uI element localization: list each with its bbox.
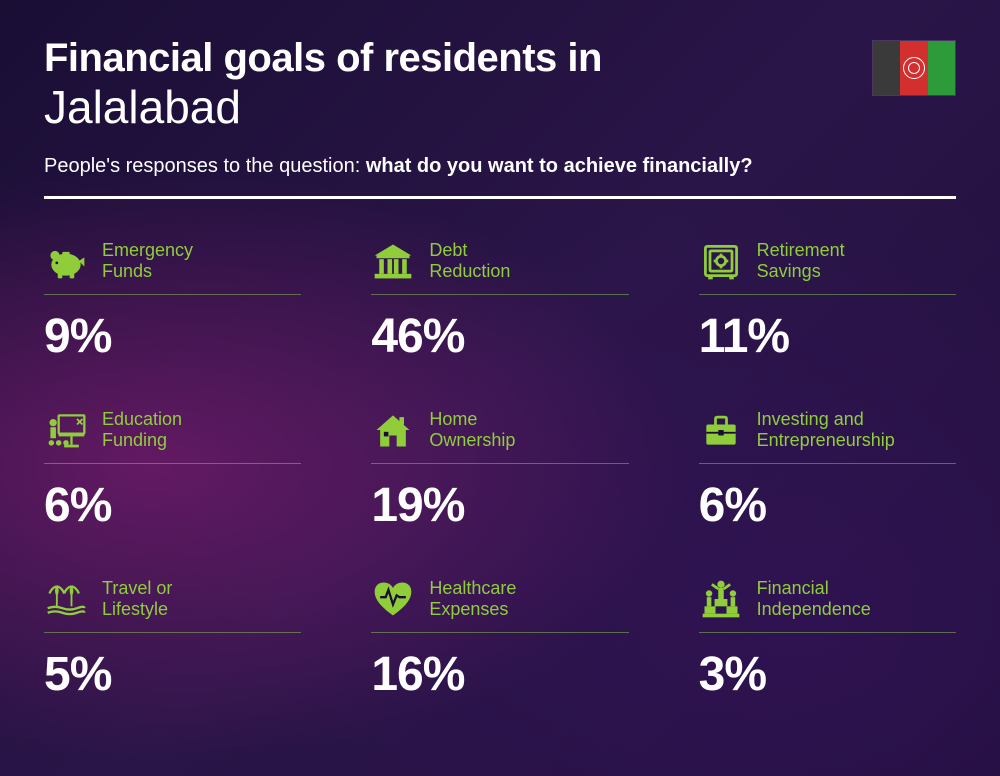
education-icon	[44, 408, 88, 452]
card-percent: 6%	[44, 478, 301, 533]
card-debt-reduction: DebtReduction 46%	[371, 239, 628, 364]
card-label: DebtReduction	[429, 240, 510, 283]
card-label: EducationFunding	[102, 409, 182, 452]
card-percent: 19%	[371, 478, 628, 533]
card-label: HealthcareExpenses	[429, 578, 516, 621]
card-label: Travel orLifestyle	[102, 578, 172, 621]
card-percent: 5%	[44, 647, 301, 702]
subtitle: People's responses to the question: what…	[44, 155, 872, 178]
card-top: Travel orLifestyle	[44, 577, 301, 633]
home-icon	[371, 408, 415, 452]
goals-grid: EmergencyFunds 9% DebtReduction 46% Reti…	[44, 239, 956, 702]
header: Financial goals of residents in Jalalaba…	[44, 36, 956, 178]
flag-emblem-icon	[903, 57, 925, 79]
divider	[44, 196, 956, 199]
card-percent: 46%	[371, 309, 628, 364]
subtitle-bold: what do you want to achieve financially?	[366, 155, 753, 177]
healthcare-icon	[371, 577, 415, 621]
card-investing: Investing andEntrepreneurship 6%	[699, 408, 956, 533]
card-top: HealthcareExpenses	[371, 577, 628, 633]
card-percent: 16%	[371, 647, 628, 702]
card-healthcare: HealthcareExpenses 16%	[371, 577, 628, 702]
card-label: EmergencyFunds	[102, 240, 193, 283]
card-top: DebtReduction	[371, 239, 628, 295]
card-label: RetirementSavings	[757, 240, 845, 283]
card-percent: 6%	[699, 478, 956, 533]
card-percent: 3%	[699, 647, 956, 702]
briefcase-icon	[699, 408, 743, 452]
card-travel: Travel orLifestyle 5%	[44, 577, 301, 702]
card-top: FinancialIndependence	[699, 577, 956, 633]
card-top: EducationFunding	[44, 408, 301, 464]
travel-icon	[44, 577, 88, 621]
card-top: Investing andEntrepreneurship	[699, 408, 956, 464]
card-label: FinancialIndependence	[757, 578, 871, 621]
title-block: Financial goals of residents in Jalalaba…	[44, 36, 872, 178]
card-top: RetirementSavings	[699, 239, 956, 295]
card-retirement-savings: RetirementSavings 11%	[699, 239, 956, 364]
safe-icon	[699, 239, 743, 283]
flag-stripe-3	[928, 41, 955, 95]
card-percent: 9%	[44, 309, 301, 364]
independence-icon	[699, 577, 743, 621]
card-education-funding: EducationFunding 6%	[44, 408, 301, 533]
card-independence: FinancialIndependence 3%	[699, 577, 956, 702]
card-label: Investing andEntrepreneurship	[757, 409, 895, 452]
card-top: EmergencyFunds	[44, 239, 301, 295]
card-home-ownership: HomeOwnership 19%	[371, 408, 628, 533]
piggy-bank-icon	[44, 239, 88, 283]
subtitle-prefix: People's responses to the question:	[44, 155, 366, 177]
flag-stripe-1	[873, 41, 900, 95]
card-label: HomeOwnership	[429, 409, 515, 452]
title-line1: Financial goals of residents in	[44, 36, 872, 80]
title-line2: Jalalabad	[44, 82, 872, 133]
card-top: HomeOwnership	[371, 408, 628, 464]
afghanistan-flag-icon	[872, 40, 956, 96]
card-emergency-funds: EmergencyFunds 9%	[44, 239, 301, 364]
card-percent: 11%	[699, 309, 956, 364]
bank-icon	[371, 239, 415, 283]
